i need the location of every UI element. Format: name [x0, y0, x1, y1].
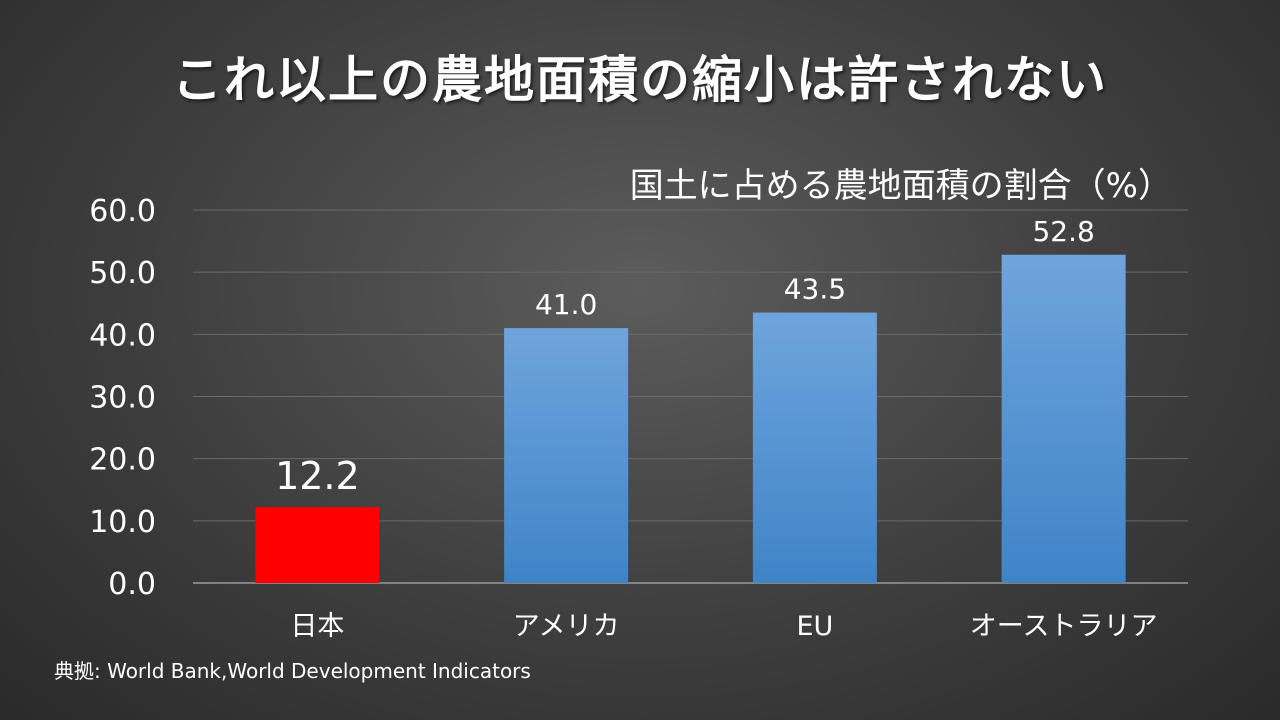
y-axis: 0.0 10.0 20.0 30.0 40.0 50.0 60.0 — [89, 194, 156, 602]
bar — [504, 328, 629, 583]
category-label: アメリカ — [513, 611, 620, 642]
bar — [1001, 254, 1126, 583]
chart-title: 国土に占める農地面積の割合（%） — [629, 166, 1172, 206]
y-tick-label: 20.0 — [89, 443, 156, 478]
category-label: EU — [796, 611, 833, 642]
bar — [752, 312, 877, 583]
data-label: 12.2 — [275, 454, 360, 498]
y-tick-label: 10.0 — [89, 505, 156, 540]
y-tick-label: 60.0 — [89, 194, 156, 229]
y-tick-label: 0.0 — [108, 567, 156, 602]
slide-title: これ以上の農地面積の縮小は許されない — [172, 51, 1108, 109]
category-label: 日本 — [290, 611, 344, 642]
source-note: 典拠: World Bank,World Development Indicat… — [54, 659, 531, 683]
y-tick-label: 40.0 — [89, 318, 156, 353]
data-label: 43.5 — [784, 273, 846, 306]
data-label: 52.8 — [1032, 215, 1094, 248]
bars: 12.2 41.0 43.5 52.8 — [255, 215, 1126, 583]
y-tick-label: 30.0 — [89, 381, 156, 416]
bar — [255, 507, 380, 583]
x-axis: 日本 アメリカ EU オーストラリア — [290, 611, 1157, 642]
category-label: オーストラリア — [970, 611, 1158, 642]
data-label: 41.0 — [535, 288, 597, 321]
y-tick-label: 50.0 — [89, 256, 156, 291]
